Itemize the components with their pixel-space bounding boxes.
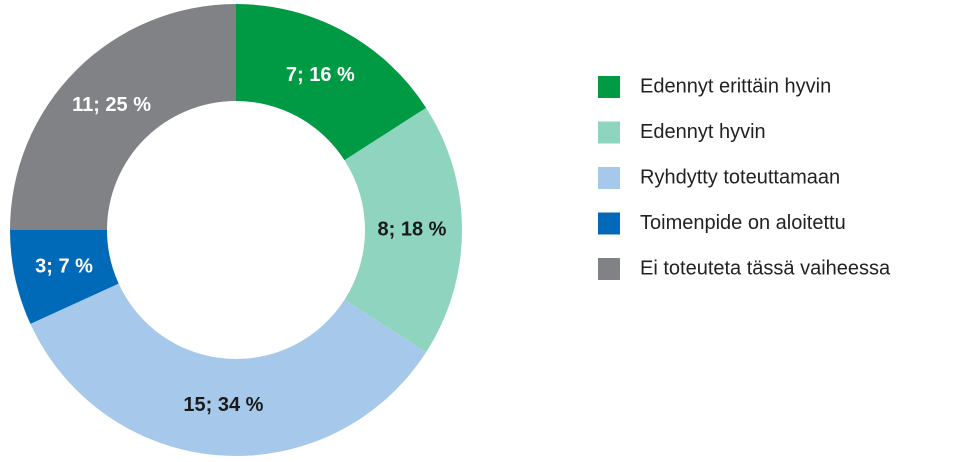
slice <box>30 283 427 456</box>
slice <box>344 107 462 353</box>
legend-swatch <box>598 258 620 280</box>
legend-swatch <box>598 212 620 235</box>
slice-label: 7; 16 % <box>286 64 355 86</box>
slice-label: 15; 34 % <box>183 394 263 416</box>
slice <box>10 4 236 230</box>
slice <box>10 230 119 324</box>
legend-swatch <box>598 167 620 189</box>
legend-label: Edennyt hyvin <box>640 121 766 143</box>
legend-label: Toimenpide on aloitettu <box>640 212 846 234</box>
legend-label: Ei toteuteta tässä vaiheessa <box>640 257 891 279</box>
slice-label: 8; 18 % <box>378 218 447 240</box>
legend-label: Edennyt erittäin hyvin <box>640 75 831 97</box>
slice-label: 11; 25 % <box>72 94 151 116</box>
legend-swatch <box>598 121 620 144</box>
slice <box>236 4 427 161</box>
legend-label: Ryhdytty toteuttamaan <box>640 166 840 188</box>
legend-swatch <box>598 76 620 98</box>
slice-label: 3; 7 % <box>35 256 93 278</box>
